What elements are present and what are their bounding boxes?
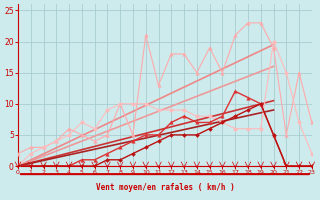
X-axis label: Vent moyen/en rafales ( km/h ): Vent moyen/en rafales ( km/h ): [96, 183, 234, 192]
